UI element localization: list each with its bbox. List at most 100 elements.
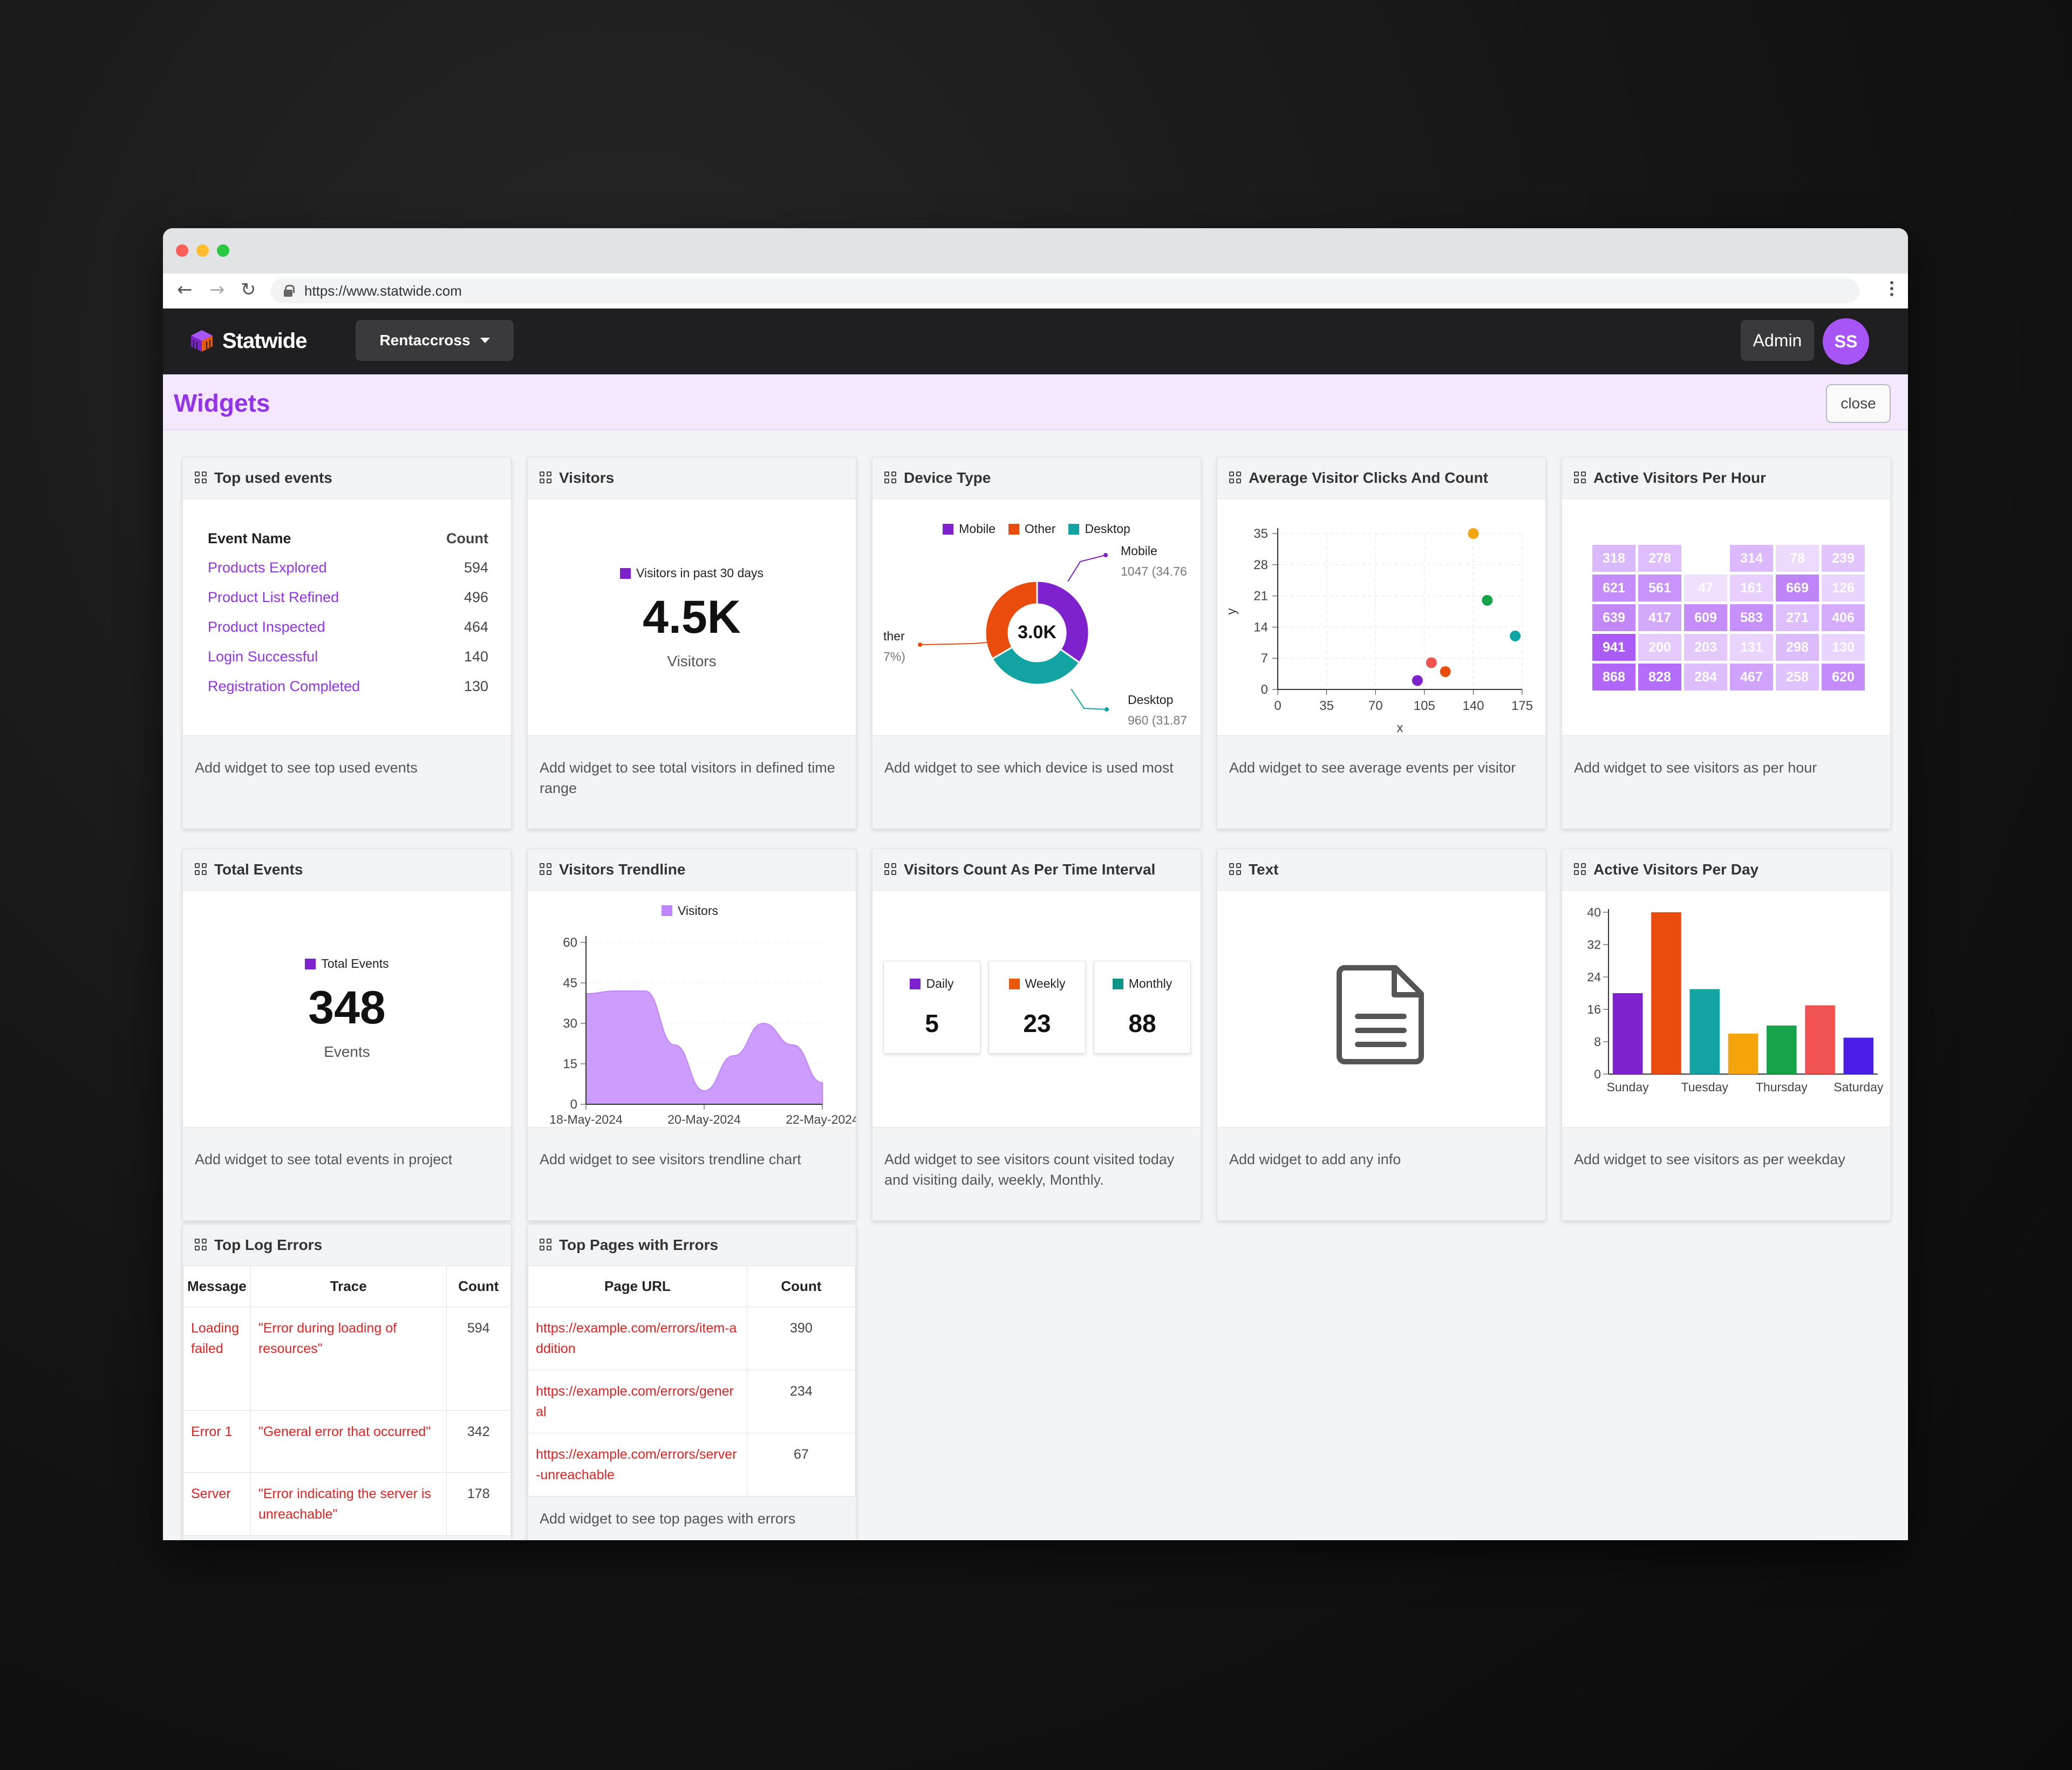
widget-top-used-events[interactable]: Top used events Event Name Count Product… — [182, 457, 512, 829]
widget-body: 0 35 70 105 140 175 0 7 14 21 28 35 x y — [1217, 498, 1545, 736]
widget-description: Add widget to see visitors as per hour — [1562, 736, 1890, 778]
maximize-window-icon[interactable] — [217, 244, 229, 257]
widget-header: Visitors — [528, 457, 856, 498]
interval-value: 5 — [884, 1009, 980, 1038]
heatmap-cell: 639 — [1592, 604, 1635, 631]
heatmap-cell: 130 — [1822, 634, 1865, 661]
donut-slice-other — [985, 581, 1037, 659]
interval-label-text: Monthly — [1129, 976, 1173, 991]
widget-visitors-interval[interactable]: Visitors Count As Per Time Interval Dail… — [872, 849, 1201, 1221]
table-row: Server "Error indicating the server is u… — [183, 1473, 511, 1536]
widget-title: Visitors Count As Per Time Interval — [904, 861, 1155, 878]
widget-top-log-errors[interactable]: Top Log Errors Message Trace Count Loadi… — [182, 1224, 512, 1540]
widget-grid-icon — [1229, 471, 1242, 484]
widget-grid-icon — [884, 863, 897, 876]
heatmap-cell: 941 — [1592, 634, 1635, 661]
event-link[interactable]: Products Explored — [208, 553, 427, 583]
widget-active-visitors-per-hour[interactable]: Active Visitors Per Hour 318 278 314 78 239 6… — [1562, 457, 1891, 829]
heatmap-cell: 284 — [1684, 664, 1727, 691]
widget-text[interactable]: Text Add widget to add any info — [1217, 849, 1546, 1221]
app-header: Statwide Rentaccross Admin SS — [163, 309, 1908, 374]
pages-errors-table: Page URL Count https://example.com/error… — [528, 1266, 856, 1496]
heatmap-cell: 131 — [1730, 634, 1773, 661]
widget-total-events[interactable]: Total Events Total Events 348 Events Add… — [182, 849, 512, 1221]
error-page-count: 67 — [747, 1433, 855, 1496]
y-tick-label: 0 — [570, 1097, 577, 1112]
browser-menu-icon[interactable] — [1890, 281, 1894, 300]
other-callout-value: 7%) — [883, 650, 905, 664]
chevron-down-icon — [480, 338, 490, 343]
widget-visitors[interactable]: Visitors Visitors in past 30 days 4.5K V… — [527, 457, 856, 829]
widget-average-visitor-clicks[interactable]: Average Visitor Clicks And Count 0 35 70 10… — [1217, 457, 1546, 829]
desktop-callout-line — [1071, 689, 1107, 709]
widget-device-type[interactable]: Device Type Mobile Other Desktop 3.0K Mo… — [872, 457, 1201, 829]
error-message: Loading failed — [183, 1307, 251, 1411]
back-arrow-icon[interactable]: ← — [177, 279, 193, 300]
document-icon — [1336, 963, 1428, 1066]
event-link[interactable]: Product List Refined — [208, 583, 427, 612]
widget-active-visitors-per-day[interactable]: Active Visitors Per Day 0 8 16 24 32 40 Sunday… — [1562, 849, 1891, 1221]
donut-slice-desktop — [992, 647, 1080, 685]
widget-header: Active Visitors Per Hour — [1562, 457, 1890, 498]
event-link[interactable]: Product Inspected — [208, 612, 427, 642]
legend-swatch — [620, 568, 631, 579]
event-link[interactable]: Registration Completed — [208, 672, 427, 701]
y-tick-label: 0 — [1594, 1067, 1601, 1081]
mobile-callout-dot — [1103, 553, 1108, 557]
widget-header: Top Pages with Errors — [528, 1225, 856, 1266]
close-button[interactable]: close — [1826, 384, 1891, 423]
error-count: 342 — [446, 1411, 510, 1473]
legend-swatch — [1113, 979, 1123, 989]
visitors-value: 4.5K — [528, 591, 856, 644]
error-page-link[interactable]: https://example.com/errors/server-unreac… — [528, 1433, 747, 1496]
widget-description: Add widget to see visitors count visited… — [873, 1127, 1201, 1190]
heatmap-cell: 621 — [1592, 575, 1635, 602]
close-window-icon[interactable] — [176, 244, 188, 257]
widget-header: Top Log Errors — [183, 1225, 511, 1266]
widget-body — [1217, 890, 1545, 1127]
desktop-callout-dot — [1105, 707, 1109, 712]
interval-label: Weekly — [989, 976, 1085, 991]
event-link[interactable]: Login Successful — [208, 642, 427, 672]
widget-description: Add widget to see total visitors in defi… — [528, 736, 856, 798]
widget-title: Active Visitors Per Day — [1593, 861, 1759, 878]
widget-title: Active Visitors Per Hour — [1593, 469, 1766, 487]
device-donut-chart: 3.0K Mobile 1047 (34.76 ther 7%) Desktop… — [873, 499, 1201, 736]
error-page-link[interactable]: https://example.com/errors/general — [528, 1370, 747, 1433]
minimize-window-icon[interactable] — [196, 244, 209, 257]
legend-label: Total Events — [321, 956, 388, 971]
widget-body: 0 8 16 24 32 40 Sunday Tuesday Thursday Saturday — [1562, 890, 1890, 1127]
heatmap-cell: 583 — [1730, 604, 1773, 631]
project-selector[interactable]: Rentaccross — [356, 320, 514, 361]
legend-label: Visitors in past 30 days — [636, 566, 764, 580]
desktop-callout-value: 960 (31.87 — [1128, 713, 1187, 727]
column-header-count: Count — [427, 524, 488, 553]
forward-arrow-icon[interactable]: → — [209, 279, 225, 300]
widget-title: Visitors Trendline — [559, 861, 685, 878]
error-page-link[interactable]: https://example.com/errors/item-addition — [528, 1307, 747, 1370]
statwide-logo[interactable]: Statwide — [189, 328, 306, 354]
error-trace: "General error that occurred" — [250, 1411, 446, 1473]
y-tick-label: 8 — [1594, 1035, 1601, 1049]
x-tick-label: 175 — [1511, 699, 1533, 713]
admin-button[interactable]: Admin — [1741, 320, 1814, 361]
hourly-heatmap: 318 278 314 78 239 621 561 47 161 669 126 639 417 609… — [1592, 545, 1865, 691]
heatmap-cell: 620 — [1822, 664, 1865, 691]
widget-title: Text — [1249, 861, 1279, 878]
other-callout-name: ther — [883, 629, 905, 643]
reload-icon[interactable]: ↻ — [241, 279, 256, 300]
interval-value: 23 — [989, 1009, 1085, 1038]
table-row: Login Successful 140 — [208, 642, 488, 672]
heatmap-cell: 669 — [1776, 575, 1819, 602]
logo-icon — [189, 328, 215, 354]
table-row: Registration Completed 130 — [208, 672, 488, 701]
url-field[interactable]: https://www.statwide.com — [271, 278, 1859, 303]
interval-box-daily: Daily 5 — [883, 961, 980, 1054]
widget-visitors-trendline[interactable]: Visitors Trendline Visitors 0 15 30 45 60 18-M… — [527, 849, 856, 1221]
x-tick-label: 70 — [1368, 699, 1383, 713]
widget-top-pages-errors[interactable]: Top Pages with Errors Page URL Count htt… — [527, 1224, 856, 1540]
y-tick-label: 0 — [1261, 682, 1268, 697]
avatar[interactable]: SS — [1823, 318, 1869, 365]
event-count: 496 — [427, 583, 488, 612]
heatmap-cell: 314 — [1730, 545, 1773, 572]
